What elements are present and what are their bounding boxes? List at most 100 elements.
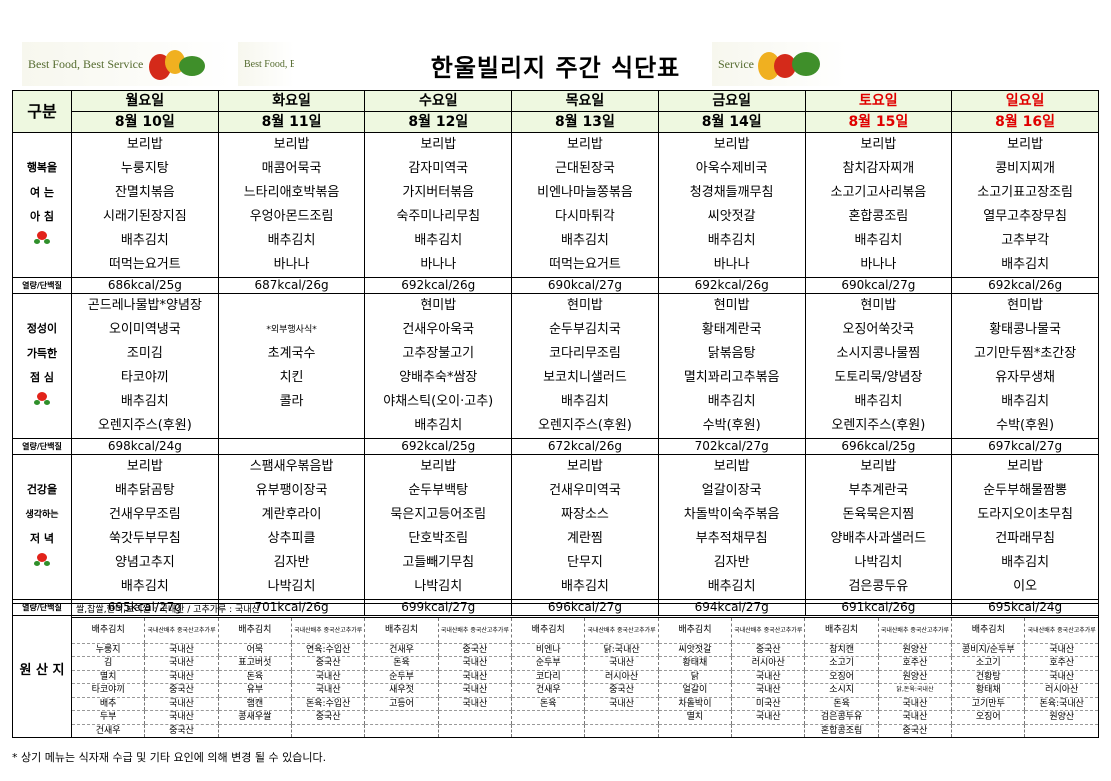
origin-ingredient: 얼갈이 — [657, 683, 732, 698]
menu-item: 혼합콩조림 — [848, 209, 909, 224]
menu-item: 시래기된장지짐 — [102, 209, 187, 224]
origin-row: 타코야끼 중국산 유부 국내산 새우젓 국내산 건새우 중국산 얼갈이 국내산 소시지 닭,돈육:국내… — [13, 683, 1099, 698]
date-tue: 8월 11일 — [217, 111, 366, 133]
menu-item: 나박김치 — [854, 555, 903, 570]
origin-ingredient: 배추김치 — [804, 617, 879, 644]
flower-icon — [14, 552, 71, 577]
menu-item: 보리밥 — [860, 459, 897, 474]
menu-item: 콩비지찌개 — [995, 161, 1056, 176]
origin-country: 국내산 — [731, 683, 805, 698]
banner-middle: Best Food, Best Se — [238, 42, 294, 86]
menu-item: 배추김치 — [267, 233, 316, 248]
origin-row: 누룽지 국내산 어묵 연육:수입산 건새우 중국산 비엔나 닭:국내산 씨앗젓갈 중국산 참치캔 원양… — [13, 643, 1099, 657]
origin-ingredient: 김 — [70, 656, 145, 671]
origin-country: 국내산 — [877, 710, 952, 725]
breakfast-kcal-row: 열량/단백질 686kcal/25g 687kcal/26g 692kcal/2… — [12, 277, 1099, 294]
origin-ingredient: 순두부 — [364, 670, 439, 684]
menu-item: 건파래무침 — [995, 531, 1056, 546]
menu-item: 차돌박이숙주볶음 — [683, 507, 780, 522]
origin-ingredient: 배추김치 — [657, 617, 732, 644]
menu-item: 이오 — [1013, 579, 1038, 594]
origin-ingredient: 햄캔 — [217, 697, 292, 711]
origin-country: 원양산 — [877, 670, 952, 684]
menu-item: 아욱수제비국 — [695, 161, 768, 176]
date-sun: 8월 16일 — [951, 111, 1099, 133]
origin-country — [584, 710, 659, 725]
breakfast-tue: 보리밥 매콤어묵국 느타리애호박볶음 우엉아몬드조림 배추김치 바나나 — [217, 132, 366, 278]
origin-ingredient: 차돌박이 — [657, 697, 732, 711]
origin-ingredient: 배추김치 — [511, 617, 585, 644]
origin-country: 국내산배추 중국산고추가루 — [291, 617, 365, 644]
menu-item: 타코야끼 — [120, 370, 169, 385]
menu-item: 단무지 — [567, 555, 603, 570]
menu-item: 건새우아욱국 — [402, 322, 475, 337]
dinner-tue: 스팸새우볶음밥 유부팽이장국 계란후라이 상추피클 김자반 나박김치 — [217, 454, 366, 600]
breakfast-row: 행복을 여 는 아 침 보리밥 누룽지탕 잔멸치볶음 시래기된장지짐 배추김치 … — [12, 132, 1099, 278]
side-text: 행복을 — [26, 161, 58, 174]
origin-ingredient: 황태채 — [657, 656, 732, 671]
origin-row: 배추 국내산 햄캔 돈육:수입산 고등어 국내산 돈육 국내산 차돌박이 미국산 돈육 국내산 고기만두… — [13, 697, 1099, 711]
breakfast-fri: 보리밥 아욱수제비국 청경채들깨무침 씨앗젓갈 배추김치 바나나 — [657, 132, 806, 278]
menu-item: 바나나 — [860, 257, 897, 272]
menu-item: 고들빼기무침 — [402, 555, 475, 570]
dinner-sat: 보리밥 부추계란국 돈육묵은지찜 양배추사과샐러드 나박김치 검은콩두유 — [804, 454, 953, 600]
origin-ingredient — [364, 710, 439, 725]
menu-item: 배추김치 — [707, 579, 756, 594]
kcal-value: 696kcal/25g — [804, 438, 953, 455]
origin-ingredient: 건황탕 — [951, 670, 1025, 684]
menu-item: 매콤어묵국 — [261, 161, 322, 176]
origin-country: 미국산 — [731, 697, 805, 711]
origin-country: 중국산 — [144, 683, 219, 698]
breakfast-wed: 보리밥 감자미역국 가지버터볶음 숙주미나리무침 배추김치 바나나 — [364, 132, 513, 278]
page-title: 한울빌리지 주간 식단표 — [430, 54, 681, 82]
menu-item: 배추김치 — [1001, 555, 1050, 570]
kcal-value: 698kcal/24g — [71, 438, 219, 455]
origin-ingredient: 건새우 — [70, 724, 145, 738]
origin-ingredient: 누룽지 — [70, 643, 145, 657]
origin-ingredient: 소시지 — [804, 683, 879, 698]
origin-ingredient: 멸치 — [657, 710, 732, 725]
menu-item: 보리밥 — [1007, 137, 1044, 152]
day-sat: 토요일 — [804, 90, 953, 112]
day-row: 구분 월요일 화요일 수요일 목요일 금요일 토요일 일요일 — [12, 90, 1099, 133]
menu-item: 누룽지탕 — [120, 161, 169, 176]
menu-item: 도라지오이초무침 — [977, 507, 1073, 522]
menu-item: 현미밥 — [1007, 298, 1044, 313]
lunch-fri: 현미밥 황태계란국 닭볶음탕 멸치꽈리고추볶음 배추김치 수박(후원) — [657, 293, 806, 439]
menu-item: 스팸새우볶음밥 — [249, 459, 334, 474]
menu-item: 감자미역국 — [408, 161, 469, 176]
menu-item: 배추김치 — [707, 394, 756, 409]
banner-slogan: Best Food, Best Service — [28, 56, 144, 71]
origin-ingredient: 타코야끼 — [70, 683, 145, 698]
origin-country: 원양산 — [877, 643, 952, 657]
origin-ingredient: 코다리 — [511, 670, 585, 684]
lunch-sat: 현미밥 오징어쑥갓국 소시지콩나물찜 도토리묵/양념장 배추김치 오렌지주스(후… — [804, 293, 953, 439]
kcal-value: 692kcal/26g — [951, 277, 1099, 294]
day-wed: 수요일 — [364, 90, 513, 112]
kcal-value: 692kcal/25g — [364, 438, 513, 455]
menu-item: 배추김치 — [414, 233, 463, 248]
origin-country: 닭:국내산 — [584, 643, 659, 657]
origin-row: 김 국내산 표고버섯 중국산 돈육 국내산 순두부 국내산 황태채 러시아산 소고기 호주산 소고기 호주… — [13, 656, 1099, 671]
lunch-label: 정성이 가득한 점 심 — [12, 293, 72, 439]
menu-item — [219, 414, 364, 438]
breakfast-label: 행복을 여 는 아 침 — [12, 132, 72, 278]
menu-item: 건새우무조림 — [108, 507, 181, 522]
breakfast-sat: 보리밥 참치감자찌개 소고기고사리볶음 혼합콩조림 배추김치 바나나 — [804, 132, 953, 278]
dinner-row: 건강을 생각하는 저 녁 보리밥 배추닭곰탕 건새우무조림 쑥갓두부무침 양념고… — [12, 454, 1099, 600]
side-text: 아 침 — [29, 210, 55, 223]
menu-item: 열무고추장무침 — [983, 209, 1067, 224]
origin-country: 러시아산 — [1024, 683, 1099, 698]
menu-item: 보리밥 — [420, 137, 457, 152]
origin-country: 호주산 — [877, 656, 952, 671]
origin-country — [584, 724, 659, 738]
banner-right: Service — [712, 42, 847, 86]
menu-item: 배추김치 — [561, 233, 609, 248]
origin-country: 국내산 — [437, 697, 512, 711]
menu-item: 황태계란국 — [701, 322, 762, 337]
origin-ingredient: 두부 — [70, 710, 145, 725]
origin-country: 국내산 — [144, 670, 219, 684]
origin-ingredient: 검은콩두유 — [804, 710, 879, 725]
origin-country: 국내산 — [1024, 643, 1099, 657]
menu-item: 곤드레나물밥*양념장 — [87, 298, 202, 313]
